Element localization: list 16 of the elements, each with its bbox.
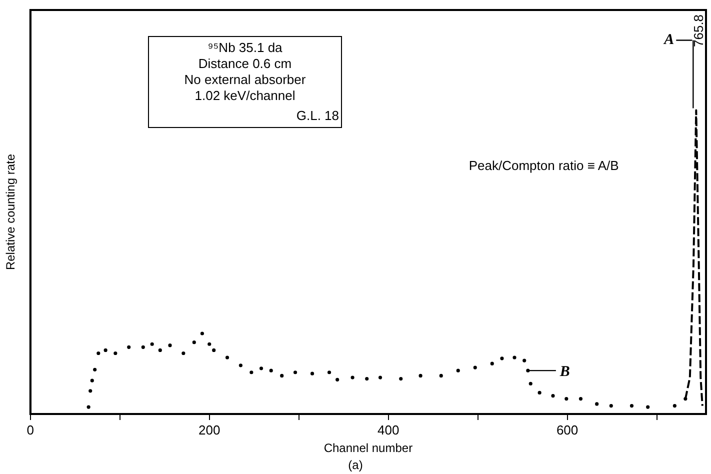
x-axis-title: Channel number — [324, 441, 413, 456]
x-tick-label: 600 — [556, 422, 578, 438]
annotation: Peak/Compton ratio ≡ A/B — [468, 158, 619, 173]
x-tick-label: 0 — [26, 422, 34, 438]
text: 1.02 keV/channel — [194, 88, 296, 104]
text: ⁹⁵Nb 35.1 da — [206, 40, 284, 56]
annotation: A — [664, 32, 674, 48]
text: (a) — [347, 458, 364, 472]
text: Distance 0.6 cm — [197, 56, 293, 72]
x-tick-label: 200 — [198, 422, 220, 438]
x-tick-label: 400 — [377, 422, 400, 438]
annotation: G.L. 18 — [295, 108, 339, 124]
y-axis-title: Relative counting rate — [4, 154, 18, 270]
text: 765.8 — [691, 14, 706, 47]
text: No external absorber — [183, 72, 307, 88]
annotation: B — [560, 364, 570, 380]
